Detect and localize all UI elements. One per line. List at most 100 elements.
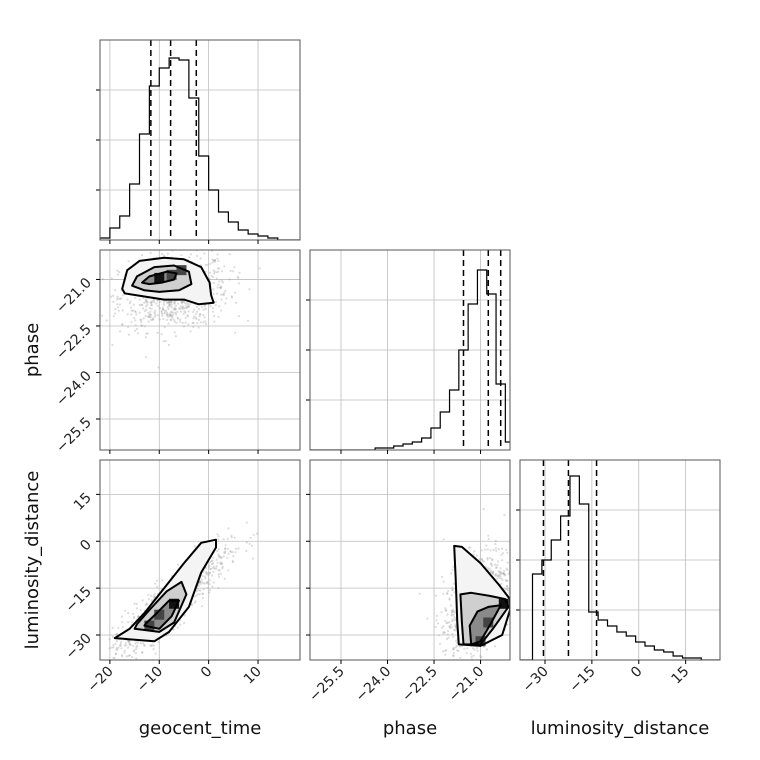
x-tick-label: −15 — [566, 664, 598, 696]
scatter-point — [452, 652, 455, 655]
scatter-point — [209, 305, 212, 308]
y-tick-label: 0 — [77, 537, 95, 555]
scatter-point — [173, 306, 176, 309]
scatter-point — [160, 253, 164, 256]
scatter-point — [110, 646, 113, 649]
scatter-point — [129, 643, 132, 647]
scatter-point — [156, 247, 158, 249]
scatter-point — [152, 595, 155, 598]
scatter-point — [184, 311, 187, 314]
scatter-point — [237, 315, 240, 318]
scatter-point — [451, 620, 454, 623]
scatter-point — [133, 602, 136, 605]
scatter-point — [144, 298, 147, 302]
scatter-point — [217, 270, 220, 273]
scatter-point — [173, 331, 176, 334]
scatter-point — [150, 301, 153, 304]
scatter-point — [123, 649, 126, 652]
scatter-point — [497, 570, 500, 573]
scatter-point — [127, 654, 131, 657]
scatter-point — [506, 561, 509, 564]
scatter-point — [117, 626, 120, 629]
y-tick-label: 15 — [71, 490, 95, 514]
scatter-point — [174, 304, 178, 307]
scatter-point — [169, 318, 172, 321]
scatter-point — [175, 313, 178, 316]
scatter-point — [203, 316, 206, 319]
scatter-point — [116, 648, 119, 651]
scatter-point — [455, 644, 458, 648]
scatter-point — [200, 578, 203, 581]
scatter-point — [215, 277, 218, 280]
scatter-point — [503, 514, 506, 517]
scatter-point — [457, 649, 460, 653]
scatter-point — [504, 573, 507, 576]
scatter-point — [189, 245, 191, 247]
scatter-point — [216, 267, 219, 270]
scatter-point — [129, 643, 132, 646]
scatter-point — [220, 298, 223, 301]
scatter-point — [214, 300, 217, 303]
scatter-point — [442, 630, 445, 634]
scatter-point — [120, 297, 123, 300]
scatter-point — [180, 302, 184, 305]
scatter-point — [169, 313, 172, 317]
scatter-point — [172, 308, 175, 311]
scatter-point — [202, 314, 205, 317]
scatter-point — [114, 652, 117, 656]
scatter-point — [208, 571, 211, 574]
scatter-point — [114, 307, 117, 311]
scatter-point — [452, 635, 455, 638]
scatter-point — [182, 312, 185, 315]
scatter-point — [451, 647, 455, 651]
scatter-point — [211, 566, 214, 570]
scatter-point — [208, 583, 211, 586]
x-tick-label: 10 — [241, 664, 265, 688]
scatter-point — [245, 549, 248, 553]
x-tick-label: 0 — [198, 664, 216, 682]
scatter-point — [149, 251, 152, 254]
scatter-point — [150, 318, 153, 321]
scatter-point — [209, 567, 213, 571]
scatter-point — [111, 664, 113, 666]
scatter-point — [211, 559, 214, 562]
scatter-point — [154, 582, 157, 585]
scatter-point — [205, 573, 209, 576]
scatter-point — [121, 323, 124, 326]
scatter-point — [213, 314, 216, 318]
scatter-point — [128, 302, 131, 305]
scatter-point — [161, 314, 164, 317]
scatter-point — [202, 588, 205, 591]
scatter-point — [139, 318, 142, 321]
scatter-point — [161, 308, 165, 311]
scatter-point — [249, 536, 252, 540]
scatter-point — [202, 582, 205, 585]
scatter-point — [156, 314, 160, 317]
scatter-point — [212, 581, 215, 584]
scatter-point — [146, 603, 149, 606]
scatter-point — [152, 299, 156, 302]
scatter-point — [169, 318, 173, 322]
scatter-point — [452, 565, 455, 568]
scatter-point — [153, 312, 157, 315]
scatter-point — [134, 652, 137, 655]
scatter-point — [170, 315, 173, 318]
scatter-point — [222, 538, 225, 541]
scatter-point — [426, 617, 429, 620]
scatter-point — [174, 335, 177, 338]
scatter-point — [170, 314, 173, 317]
scatter-point — [471, 647, 475, 650]
scatter-point — [497, 574, 501, 577]
scatter-point — [223, 551, 227, 555]
scatter-point — [122, 665, 124, 667]
scatter-point — [515, 638, 517, 640]
scatter-point — [113, 312, 117, 315]
scatter-point — [229, 550, 232, 553]
scatter-point — [131, 309, 134, 312]
panel-frame — [309, 249, 511, 451]
scatter-point — [156, 331, 159, 334]
scatter-point — [204, 575, 207, 578]
scatter-point — [125, 663, 127, 665]
scatter-point — [184, 304, 188, 307]
scatter-point — [211, 562, 214, 565]
